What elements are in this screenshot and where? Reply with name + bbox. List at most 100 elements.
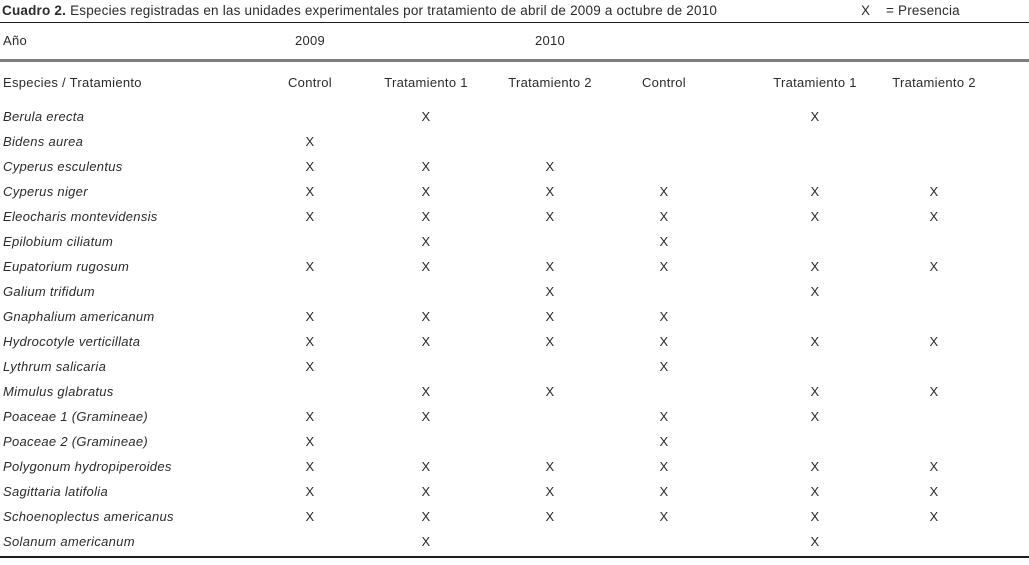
presence-cell: X	[545, 159, 555, 174]
presence-cell: X	[421, 209, 431, 224]
empty-cell	[978, 254, 1029, 279]
year-2010-label: 2010	[490, 23, 610, 62]
empty-cell	[718, 129, 740, 154]
year-row-label: Año	[0, 23, 258, 62]
presence-cell	[890, 304, 978, 329]
presence-cell: X	[929, 259, 939, 274]
species-name: Eleocharis montevidensis	[3, 209, 158, 224]
table-row: Galium trifidum X X	[0, 279, 1029, 304]
table-row: Polygonum hydropiperoides X X X X X X	[0, 454, 1029, 479]
presence-cell: X	[929, 484, 939, 499]
empty-cell	[362, 23, 490, 62]
presence-cell	[610, 129, 718, 154]
table-row: Solanum americanum X X	[0, 529, 1029, 554]
empty-cell	[978, 429, 1029, 454]
empty-cell	[740, 23, 890, 62]
table-row: Poaceae 2 (Gramineae) X X	[0, 429, 1029, 454]
table-row: Cyperus niger X X X X X X	[0, 179, 1029, 204]
presence-cell: X	[659, 509, 669, 524]
presence-cell: X	[545, 509, 555, 524]
presence-cell: X	[810, 184, 820, 199]
empty-cell	[978, 504, 1029, 529]
presence-cell: X	[929, 384, 939, 399]
table-row: Poaceae 1 (Gramineae) X X X X	[0, 404, 1029, 429]
presence-cell: X	[545, 309, 555, 324]
empty-cell	[978, 179, 1029, 204]
presence-cell: X	[421, 109, 431, 124]
presence-cell	[258, 279, 362, 304]
presence-cell: X	[305, 134, 315, 149]
empty-cell	[890, 23, 978, 62]
presence-cell	[258, 379, 362, 404]
presence-cell: X	[305, 359, 315, 374]
empty-cell	[610, 23, 718, 62]
empty-cell	[978, 529, 1029, 554]
presence-cell: X	[659, 209, 669, 224]
presence-cell	[610, 379, 718, 404]
presence-cell: X	[659, 184, 669, 199]
presence-cell: X	[421, 509, 431, 524]
presence-cell: X	[545, 459, 555, 474]
presence-cell	[740, 304, 890, 329]
presence-cell: X	[305, 309, 315, 324]
empty-cell	[718, 279, 740, 304]
presence-cell: X	[421, 309, 431, 324]
presence-cell: X	[929, 334, 939, 349]
presence-cell: X	[421, 184, 431, 199]
presence-cell: X	[305, 509, 315, 524]
presence-cell: X	[810, 509, 820, 524]
presence-cell: X	[659, 409, 669, 424]
empty-cell	[718, 504, 740, 529]
presence-cell: X	[659, 484, 669, 499]
presence-cell: X	[659, 434, 669, 449]
table-number: Cuadro 2.	[2, 3, 67, 18]
presence-cell: X	[545, 334, 555, 349]
presence-cell	[740, 429, 890, 454]
presence-cell: X	[810, 534, 820, 549]
presence-cell: X	[421, 234, 431, 249]
presence-cell	[610, 104, 718, 129]
presence-cell: X	[305, 159, 315, 174]
presence-cell	[610, 154, 718, 179]
species-name: Schoenoplectus americanus	[3, 509, 174, 524]
treatment-header-row: Especies / Tratamiento Control Tratamien…	[0, 60, 1029, 104]
empty-cell	[718, 179, 740, 204]
presence-cell: X	[545, 484, 555, 499]
presence-cell	[490, 429, 610, 454]
presence-cell: X	[810, 484, 820, 499]
species-name: Poaceae 2 (Gramineae)	[3, 434, 149, 449]
presence-cell: X	[305, 184, 315, 199]
presence-cell: X	[421, 484, 431, 499]
table-row: Cyperus esculentus X X X	[0, 154, 1029, 179]
table-row: Lythrum salicaria X X	[0, 354, 1029, 379]
table-row: Eleocharis montevidensis X X X X X X	[0, 204, 1029, 229]
col-header-control-2009: Control	[287, 75, 332, 91]
presence-cell: X	[810, 459, 820, 474]
presence-cell	[258, 104, 362, 129]
presence-cell: X	[810, 259, 820, 274]
species-presence-table: Año 2009 2010 Especies / Tratamiento Con…	[0, 23, 1029, 554]
presence-cell	[890, 404, 978, 429]
empty-cell	[978, 304, 1029, 329]
empty-cell	[978, 129, 1029, 154]
empty-cell	[718, 404, 740, 429]
empty-cell	[978, 154, 1029, 179]
table-row: Hydrocotyle verticillata X X X X X X	[0, 329, 1029, 354]
empty-cell	[978, 279, 1029, 304]
presence-cell	[890, 104, 978, 129]
presence-cell	[490, 129, 610, 154]
empty-cell	[978, 479, 1029, 504]
presence-cell: X	[659, 234, 669, 249]
empty-cell	[718, 329, 740, 354]
presence-cell: X	[929, 459, 939, 474]
presence-cell	[362, 279, 490, 304]
year-header-row: Año 2009 2010	[0, 23, 1029, 62]
empty-cell	[978, 329, 1029, 354]
table-row: Eupatorium rugosum X X X X X X	[0, 254, 1029, 279]
presence-cell	[740, 154, 890, 179]
col-header-tratamiento2-2010: Tratamiento 2	[892, 75, 976, 91]
empty-cell	[718, 104, 740, 129]
presence-cell	[890, 354, 978, 379]
empty-cell	[978, 404, 1029, 429]
